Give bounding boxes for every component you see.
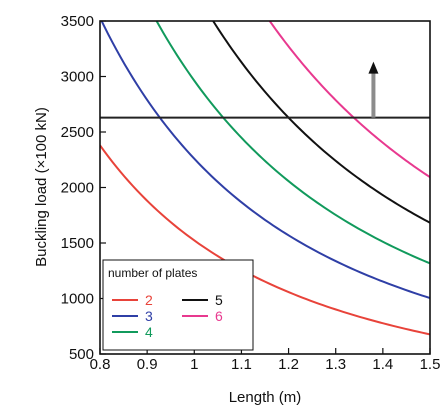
x-axis-title: Length (m) (229, 389, 302, 406)
legend-label-6: 6 (215, 308, 223, 324)
y-tick-label: 2500 (61, 124, 94, 141)
x-tick-label: 0.8 (90, 356, 111, 373)
series-line-2 (100, 144, 430, 336)
series-layer (100, 21, 430, 336)
y-tick-label: 2000 (61, 180, 94, 197)
y-tick-label: 500 (69, 346, 94, 363)
y-axis-title: Buckling load (×100 kN) (33, 107, 50, 267)
y-tick-label: 1000 (61, 291, 94, 308)
legend-box (102, 259, 254, 351)
x-tick-label: 1.2 (278, 356, 299, 373)
series-line-4 (155, 21, 430, 265)
x-tick-label: 1.3 (325, 356, 346, 373)
legend-label-5: 5 (215, 292, 223, 308)
legend-label-2: 2 (145, 292, 153, 308)
y-tick-label: 3500 (61, 13, 94, 30)
x-axis-ticks: 0.8 0.9 1 1.1 1.2 1.3 1.4 1.5 (90, 348, 441, 373)
y-axis-ticks: 500 1000 1500 2000 2500 3000 3500 (61, 13, 106, 363)
x-tick-label: 1.5 (420, 356, 441, 373)
legend-entries: 234 56 (112, 292, 223, 340)
x-tick-label: 1.4 (372, 356, 393, 373)
x-tick-label: 0.9 (137, 356, 158, 373)
series-line-5 (212, 21, 430, 224)
series-line-6 (268, 21, 430, 178)
y-tick-label: 1500 (61, 235, 94, 252)
x-tick-label: 1.1 (231, 356, 252, 373)
series-line-3 (100, 21, 430, 300)
overlay-layer (100, 61, 430, 119)
arrow-head-icon (368, 61, 379, 74)
x-tick-label: 1 (190, 356, 198, 373)
legend-label-3: 3 (145, 308, 153, 324)
legend-label-4: 4 (145, 324, 153, 340)
legend-title: number of plates (108, 266, 197, 280)
y-tick-label: 3000 (61, 69, 94, 86)
legend: number of plates 234 56 (102, 259, 254, 351)
